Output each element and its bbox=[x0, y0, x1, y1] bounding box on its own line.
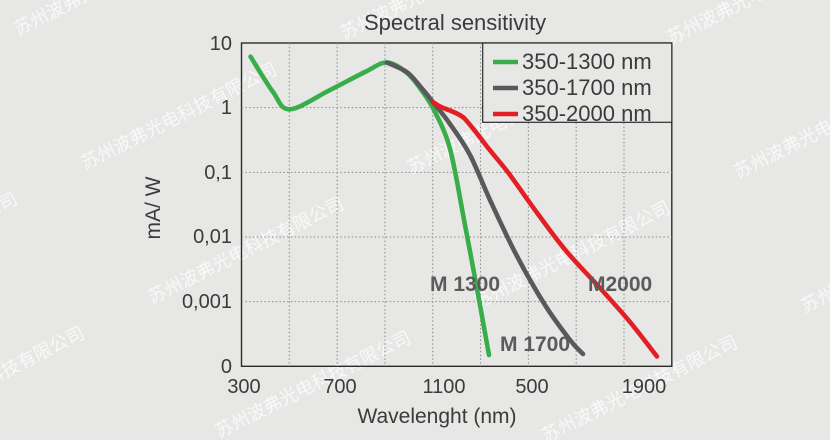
svg-text:300: 300 bbox=[227, 376, 260, 398]
svg-text:10: 10 bbox=[210, 33, 232, 55]
svg-text:M 1300: M 1300 bbox=[430, 273, 500, 296]
svg-text:1: 1 bbox=[221, 97, 232, 119]
svg-text:M2000: M2000 bbox=[588, 273, 652, 296]
svg-text:1900: 1900 bbox=[622, 376, 667, 398]
svg-text:350-2000 nm: 350-2000 nm bbox=[522, 101, 652, 126]
svg-text:mA/ W: mA/ W bbox=[142, 176, 165, 239]
svg-text:M 1700: M 1700 bbox=[500, 333, 570, 356]
svg-text:0: 0 bbox=[221, 356, 232, 378]
svg-text:1100: 1100 bbox=[422, 376, 465, 398]
svg-text:0,1: 0,1 bbox=[204, 162, 232, 184]
svg-text:350-1300 nm: 350-1300 nm bbox=[522, 49, 652, 74]
svg-text:Spectral sensitivity: Spectral sensitivity bbox=[364, 10, 546, 35]
svg-text:350-1700 nm: 350-1700 nm bbox=[522, 75, 652, 100]
svg-text:0,001: 0,001 bbox=[182, 291, 232, 313]
svg-text:700: 700 bbox=[323, 376, 356, 398]
svg-text:0,01: 0,01 bbox=[193, 226, 232, 248]
svg-text:500: 500 bbox=[515, 376, 548, 398]
svg-text:Wavelenght (nm): Wavelenght (nm) bbox=[357, 405, 516, 428]
